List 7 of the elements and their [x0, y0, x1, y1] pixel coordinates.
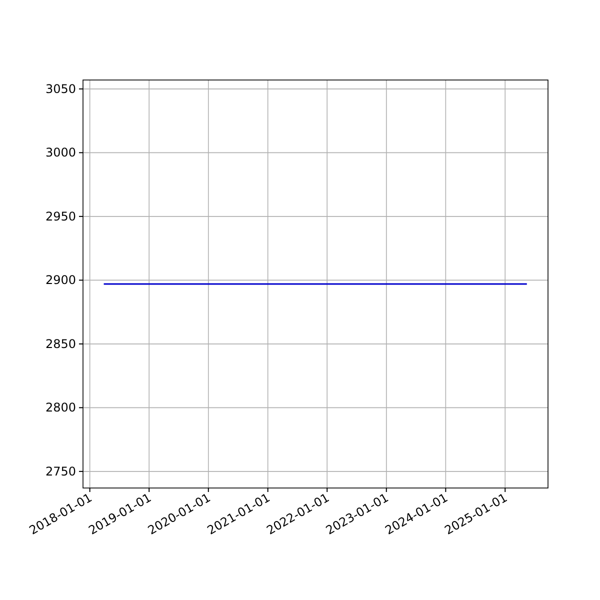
y-tick-label: 2800 [45, 400, 76, 415]
y-tick-label: 2850 [45, 336, 76, 351]
y-tick-label: 2900 [45, 273, 76, 288]
y-tick-label: 3050 [45, 82, 76, 96]
y-tick-label: 2950 [45, 209, 76, 224]
y-tick-label: 2750 [45, 464, 76, 478]
y-tick-label: 3000 [45, 146, 76, 160]
